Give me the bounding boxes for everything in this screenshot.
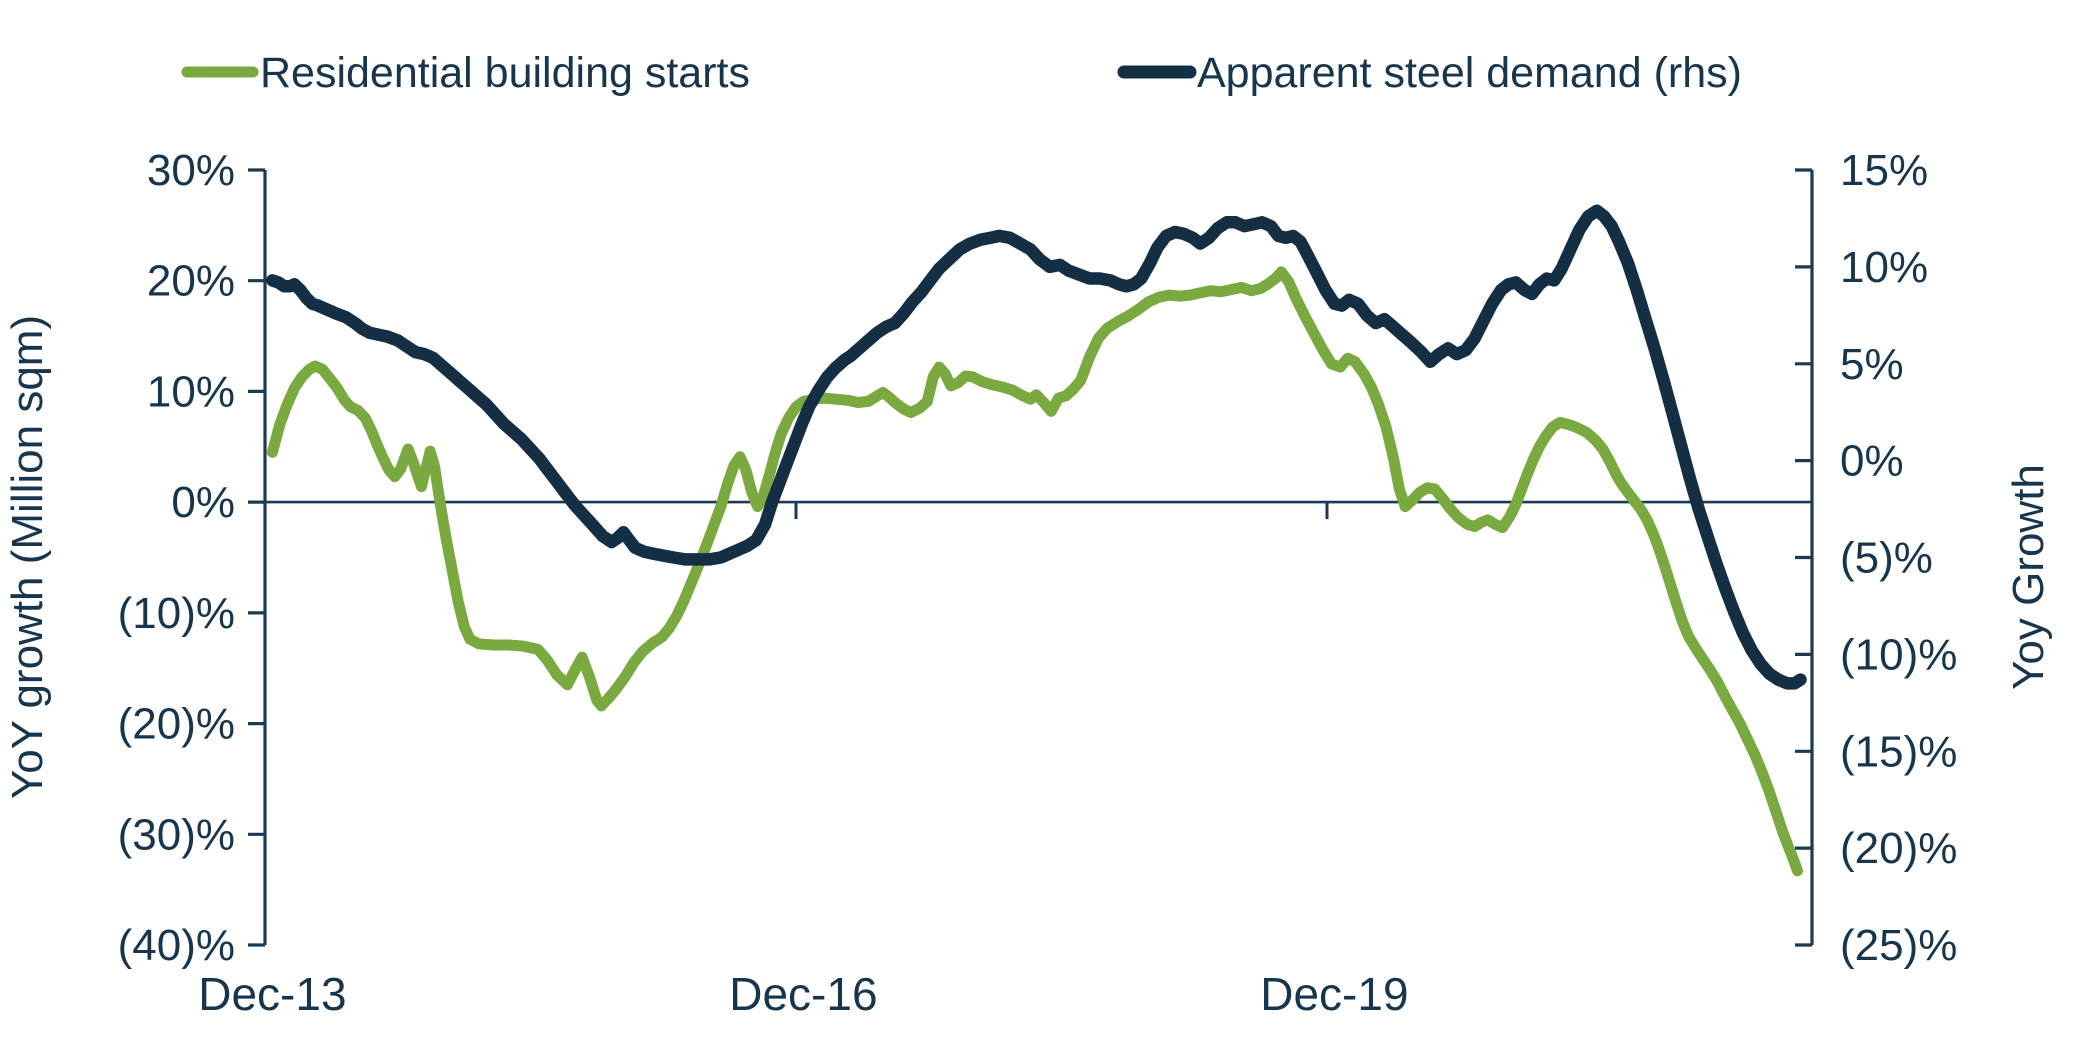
right-axis-tick-label: (5)% xyxy=(1840,534,1933,583)
right-axis-tick-label: (25)% xyxy=(1840,921,1957,970)
right-axis-title: Yoy Growth xyxy=(2004,464,2053,690)
left-axis-tick-label: 20% xyxy=(147,257,235,306)
axes-layer: 30% 20% 10% 0% (10)% (20)% (30)% (40)% 15% 10% 5% 0… xyxy=(118,146,1958,1020)
legend-label-residential: Residential building starts xyxy=(260,49,750,97)
left-axis-tick-label: 10% xyxy=(147,367,235,416)
left-axis-tick-label: (10)% xyxy=(118,589,235,638)
x-axis-label: Dec-13 xyxy=(198,968,346,1020)
left-axis-title: YoY growth (Million sqm) xyxy=(3,315,52,799)
legend: Residential building starts Apparent ste… xyxy=(181,49,1742,97)
right-axis-tick-label: 5% xyxy=(1840,340,1904,389)
right-axis-tick-label: 0% xyxy=(1840,437,1904,486)
x-axis-label: Dec-16 xyxy=(729,968,877,1020)
right-axis-tick-label: 10% xyxy=(1840,243,1928,292)
left-axis-tick-label: (20)% xyxy=(118,700,235,749)
series-layer xyxy=(266,204,1807,877)
left-axis-tick-label: 0% xyxy=(171,478,235,527)
left-axis-tick-label: (40)% xyxy=(118,921,235,970)
series-line-apparent-steel-demand xyxy=(266,204,1807,690)
left-axis-tick-label: 30% xyxy=(147,146,235,195)
series-line-residential-building-starts xyxy=(266,266,1803,877)
left-axis-tick-label: (30)% xyxy=(118,810,235,859)
right-axis-tick-label: (10)% xyxy=(1840,630,1957,679)
right-axis-tick-label: (20)% xyxy=(1840,824,1957,873)
x-axis-label: Dec-19 xyxy=(1260,968,1408,1020)
right-axis-tick-label: 15% xyxy=(1840,146,1928,195)
right-axis-tick-label: (15)% xyxy=(1840,727,1957,776)
legend-label-steel: Apparent steel demand (rhs) xyxy=(1197,49,1742,97)
